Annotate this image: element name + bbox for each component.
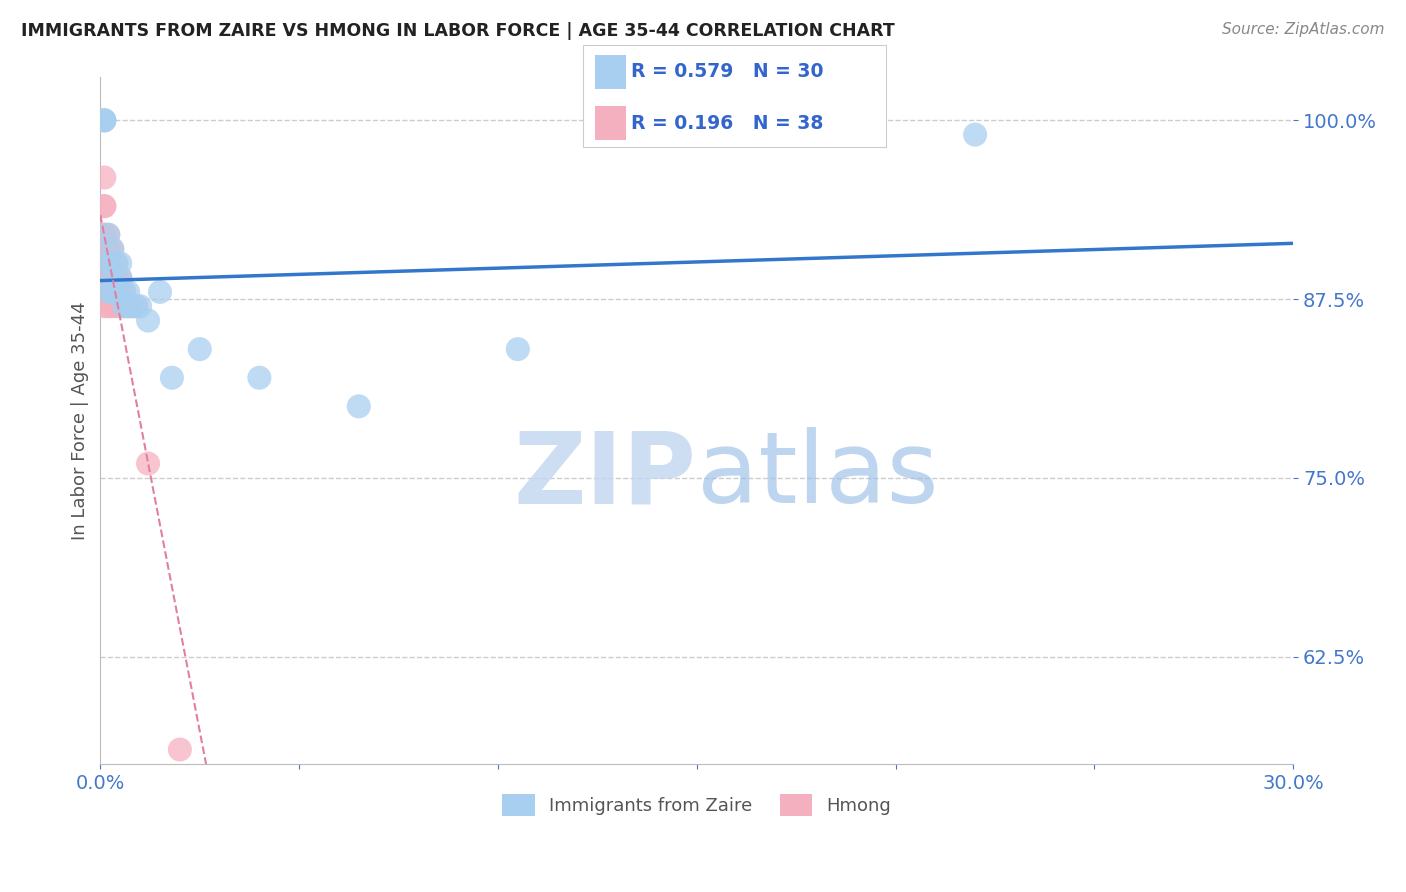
Point <box>112 299 135 313</box>
Point <box>93 227 115 242</box>
Point <box>97 299 120 313</box>
Point <box>105 285 128 299</box>
Point <box>125 299 148 313</box>
Point <box>169 742 191 756</box>
Point <box>110 256 132 270</box>
Point <box>93 299 115 313</box>
Point <box>160 370 183 384</box>
Y-axis label: In Labor Force | Age 35-44: In Labor Force | Age 35-44 <box>72 301 89 540</box>
Point <box>105 256 128 270</box>
Point <box>247 370 270 384</box>
Point <box>97 285 120 299</box>
Point <box>93 256 115 270</box>
Point <box>110 285 132 299</box>
Point <box>110 270 132 285</box>
Point <box>93 113 115 128</box>
Point <box>117 299 139 313</box>
Point <box>105 270 128 285</box>
Text: ZIP: ZIP <box>515 427 697 524</box>
Point <box>121 299 143 313</box>
Point <box>93 113 115 128</box>
Point <box>93 285 115 299</box>
Point <box>97 227 120 242</box>
Point <box>965 128 987 142</box>
Point <box>110 285 132 299</box>
Point <box>105 299 128 313</box>
Point <box>105 285 128 299</box>
Point <box>93 285 115 299</box>
Text: R = 0.196   N = 38: R = 0.196 N = 38 <box>631 113 824 133</box>
Point <box>136 313 159 327</box>
Point <box>112 285 135 299</box>
Point <box>93 113 115 128</box>
Point <box>112 299 135 313</box>
Point <box>93 199 115 213</box>
Point <box>101 285 124 299</box>
Text: IMMIGRANTS FROM ZAIRE VS HMONG IN LABOR FORCE | AGE 35-44 CORRELATION CHART: IMMIGRANTS FROM ZAIRE VS HMONG IN LABOR … <box>21 22 894 40</box>
Point <box>136 457 159 471</box>
Point <box>101 256 124 270</box>
Point <box>97 270 120 285</box>
Text: R = 0.579   N = 30: R = 0.579 N = 30 <box>631 62 824 81</box>
Point <box>97 285 120 299</box>
Point <box>101 285 124 299</box>
Text: atlas: atlas <box>697 427 938 524</box>
Point <box>117 299 139 313</box>
Point <box>347 400 370 414</box>
Point <box>93 256 115 270</box>
Text: Source: ZipAtlas.com: Source: ZipAtlas.com <box>1222 22 1385 37</box>
Point <box>101 299 124 313</box>
Point <box>101 242 124 256</box>
Point <box>188 342 211 356</box>
Point <box>506 342 529 356</box>
Point <box>101 242 124 256</box>
Point <box>101 285 124 299</box>
Point <box>97 285 120 299</box>
Point <box>112 285 135 299</box>
Point <box>129 299 152 313</box>
Point <box>97 256 120 270</box>
Point <box>97 256 120 270</box>
Point <box>149 285 172 299</box>
Legend: Immigrants from Zaire, Hmong: Immigrants from Zaire, Hmong <box>495 787 898 823</box>
Point <box>101 270 124 285</box>
Point <box>105 256 128 270</box>
Point <box>93 227 115 242</box>
Point <box>93 285 115 299</box>
Point <box>101 256 124 270</box>
Point <box>110 270 132 285</box>
Point <box>125 299 148 313</box>
Point <box>97 242 120 256</box>
Point <box>110 299 132 313</box>
Point <box>93 170 115 185</box>
Point <box>117 285 139 299</box>
Point <box>93 199 115 213</box>
Point <box>121 299 143 313</box>
Point <box>101 270 124 285</box>
Point <box>97 227 120 242</box>
